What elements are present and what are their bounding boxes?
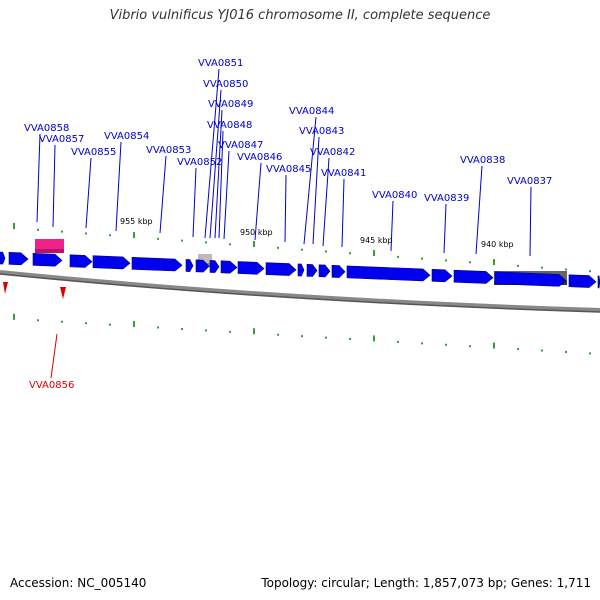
gene-arrow[interactable] [32, 253, 63, 267]
scale-label-945: 945 kbp [360, 236, 393, 245]
gene-arrow[interactable] [265, 262, 297, 276]
gene-arrow[interactable] [237, 261, 265, 275]
gene-arrow[interactable] [131, 256, 183, 272]
gene-label-leader [322, 157, 330, 247]
gene-label-leader [284, 174, 287, 243]
gene-label-leader [254, 162, 262, 241]
gene-arrow[interactable] [568, 274, 597, 288]
gene-label-leader [218, 130, 224, 239]
chromosome-backbone-shadow [0, 273, 600, 313]
accession-label: Accession: [10, 576, 74, 590]
gene-label-leader [204, 68, 220, 239]
gene-label[interactable]: VVA0852 [177, 157, 222, 168]
gene-label-leader [52, 144, 56, 228]
gene-arrow[interactable] [346, 265, 431, 282]
gene-label[interactable]: VVA0845 [266, 164, 311, 175]
gene-label[interactable]: VVA0853 [146, 145, 191, 156]
gene-label-leader [209, 89, 222, 239]
scale-ticks [13, 223, 591, 355]
accession-info: Accession: NC_005140 [10, 576, 146, 590]
scale-label-955: 955 kbp [120, 217, 153, 226]
gene-label[interactable]: VVA0838 [460, 155, 505, 166]
gene-arrow[interactable] [8, 252, 29, 266]
gene-label[interactable]: VVA0842 [310, 147, 355, 158]
gene-label[interactable]: VVA0855 [71, 147, 116, 158]
topology-value: circular [321, 576, 366, 590]
gene-label-leader [214, 109, 223, 239]
scale-label-950: 950 kbp [240, 228, 273, 237]
gene-label[interactable]: VVA0851 [198, 58, 243, 69]
gene-arrow[interactable] [69, 254, 93, 268]
accession-value: NC_005140 [77, 576, 147, 590]
gene-arrow[interactable] [431, 268, 453, 283]
gene-label[interactable]: VVA0858 [24, 123, 69, 134]
gene-labels: VVA0858 VVA0857 VVA0855 VVA0854 VVA0853 … [24, 58, 552, 204]
gene-label-leader [341, 178, 345, 248]
gene-label[interactable]: VVA0840 [372, 190, 417, 201]
gene-label-leader [115, 141, 122, 232]
gene-label-leader [36, 133, 41, 223]
gene-label-leader [390, 200, 394, 252]
topology-label: Topology: [261, 576, 318, 590]
map-title: Vibrio vulnificus YJ016 chromosome II, c… [109, 8, 491, 23]
genes-label: Genes: [510, 576, 553, 590]
gene-label[interactable]: VVA0844 [289, 106, 334, 117]
gene-label-leader-vva0856 [50, 333, 58, 379]
gene-label-reverse[interactable]: VVA0856 [29, 380, 74, 391]
gene-arrow[interactable] [453, 269, 494, 284]
gene-label[interactable]: VVA0846 [237, 152, 282, 163]
gene-arrow[interactable] [195, 259, 210, 273]
gene-track [0, 251, 600, 289]
gene-arrow[interactable] [185, 259, 194, 272]
gene-arrow[interactable] [209, 260, 220, 273]
gene-arrow[interactable] [92, 255, 131, 270]
gene-label-leader [475, 165, 483, 255]
gene-arrow[interactable] [331, 264, 346, 278]
gene-label[interactable]: VVA0857 [39, 134, 84, 145]
gene-label-leader [192, 167, 197, 238]
gene-arrow[interactable] [306, 263, 318, 277]
highlight-feature-shade [35, 249, 64, 253]
sequence-info: Topology: circular; Length: 1,857,073 bp… [261, 576, 591, 590]
gene-label-leader [443, 203, 447, 254]
gene-arrow[interactable] [220, 260, 238, 274]
reverse-gene-marker[interactable] [3, 282, 8, 294]
gene-arrow[interactable] [318, 264, 331, 278]
gene-label[interactable]: VVA0843 [299, 126, 344, 137]
gene-label-leaders [36, 68, 532, 257]
gene-label[interactable]: VVA0841 [321, 168, 366, 179]
gene-label[interactable]: VVA0848 [207, 120, 252, 131]
gene-label-leader [529, 186, 532, 257]
gene-label[interactable]: VVA0854 [104, 131, 149, 142]
genes-value: 1,711 [556, 576, 591, 590]
gene-arrow[interactable] [0, 251, 6, 265]
gene-label[interactable]: VVA0849 [208, 99, 253, 110]
gene-label-leader [159, 155, 167, 234]
gene-label-leader [223, 150, 230, 240]
length-value: 1,857,073 bp [422, 576, 503, 590]
gene-label-leader [312, 136, 320, 245]
gene-arrow[interactable] [494, 271, 567, 287]
gene-label[interactable]: VVA0850 [203, 79, 248, 90]
chromosome-backbone [0, 270, 600, 312]
gene-arrow[interactable] [297, 263, 305, 277]
gene-label[interactable]: VVA0837 [507, 176, 552, 187]
gene-label-leader [85, 157, 92, 229]
gene-label-leader [303, 116, 317, 245]
gene-label[interactable]: VVA0839 [424, 193, 469, 204]
gene-label[interactable]: VVA0847 [218, 140, 263, 151]
reverse-gene-marker-vva0856[interactable] [60, 287, 66, 299]
length-label: Length: [373, 576, 420, 590]
scale-label-940: 940 kbp [481, 240, 514, 249]
